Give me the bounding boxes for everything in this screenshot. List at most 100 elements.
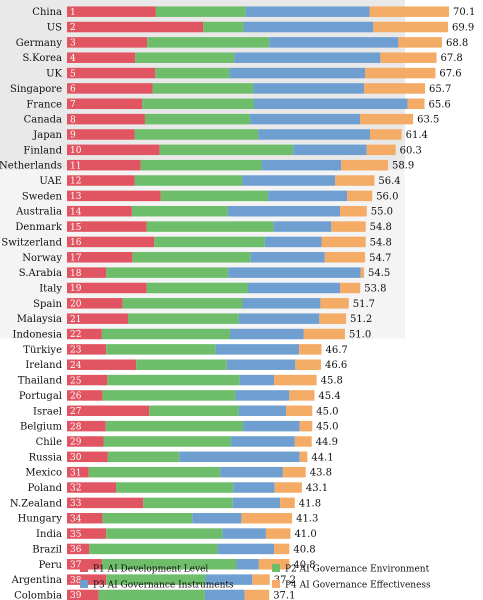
bar-segment-p3 — [243, 420, 300, 432]
bar-segment-p3 — [253, 98, 408, 110]
chart-row: Mexico 31 43.8 — [25, 466, 332, 479]
bar-segment-p1 — [67, 252, 133, 263]
chart-row: Hungary 34 41.3 — [18, 512, 318, 525]
country-label: N.Zealand — [10, 498, 63, 509]
rank-label: 38 — [70, 576, 82, 586]
bar-segment-p1 — [67, 589, 99, 600]
bar-segment-p4 — [241, 512, 293, 524]
bar-segment-p1 — [67, 313, 129, 324]
bar-segment-p4 — [244, 589, 270, 600]
bar-segment-p4 — [360, 113, 414, 125]
total-label: 43.1 — [306, 483, 328, 494]
bar-segment-p3 — [250, 113, 361, 125]
bar-segment-p4 — [274, 374, 317, 386]
total-label: 43.8 — [310, 468, 332, 479]
country-label: France — [26, 99, 62, 110]
bar-segment-p1 — [67, 52, 136, 63]
rank-label: 7 — [70, 100, 76, 110]
legend-swatch — [272, 580, 280, 588]
bar-segment-p3 — [243, 21, 374, 33]
country-label: Mexico — [25, 468, 62, 479]
legend-label: P2 AI Governance Environment — [285, 565, 430, 575]
bar-segment-p3 — [239, 374, 275, 386]
bar-segment-p4 — [274, 482, 302, 493]
chart-row: Canada 8 63.5 — [24, 113, 439, 126]
bar-segment-p1 — [67, 267, 107, 278]
bar-segment-p2 — [155, 67, 230, 79]
chart-row: Italy 19 53.8 — [39, 282, 386, 294]
country-label: Indonesia — [13, 330, 63, 341]
rank-label: 18 — [70, 269, 82, 279]
bar-segment-p1 — [67, 83, 153, 94]
total-label: 51.0 — [349, 330, 371, 341]
bar-segment-p2 — [106, 528, 223, 539]
rank-label: 28 — [70, 422, 82, 432]
bar-segment-p2 — [106, 267, 229, 278]
bar-segment-p4 — [370, 129, 402, 140]
bar-segment-p3 — [233, 482, 275, 493]
bar-segment-p2 — [155, 6, 246, 17]
bar-segment-p2 — [152, 83, 254, 94]
bar-segment-p3 — [234, 52, 381, 63]
bar-segment-p1 — [67, 144, 160, 156]
rank-label: 25 — [70, 376, 82, 386]
chart-row: Israel 27 45.0 — [33, 405, 339, 417]
bar-segment-p4 — [295, 359, 321, 370]
rank-label: 24 — [70, 361, 82, 371]
total-label: 54.8 — [370, 222, 392, 233]
bar-segment-p2 — [147, 37, 270, 48]
rank-label: 34 — [70, 514, 82, 524]
total-label: 41.8 — [299, 498, 321, 509]
chart-row: Türkiye 23 46.7 — [23, 344, 348, 356]
bar-segment-p3 — [253, 83, 365, 94]
country-label: Norway — [22, 253, 62, 264]
bar-segment-p2 — [140, 159, 262, 171]
rank-label: 31 — [70, 468, 81, 478]
total-label: 67.8 — [441, 53, 463, 64]
bar-segment-p1 — [67, 129, 135, 140]
bar-segment-p3 — [264, 236, 322, 248]
bar-segment-p4 — [398, 37, 442, 48]
bar-segment-p2 — [102, 390, 236, 401]
country-label: Argentina — [11, 575, 62, 586]
country-label: Brazil — [32, 544, 62, 555]
legend-swatch — [80, 564, 88, 572]
country-label: India — [36, 529, 62, 540]
bar-segment-p4 — [365, 67, 436, 79]
total-label: 41.3 — [296, 514, 318, 525]
bar-segment-p4 — [303, 328, 345, 340]
bar-segment-p4 — [331, 221, 366, 232]
legend-item-p4: P4 AI Governance Effectiveness — [272, 580, 431, 591]
bar-segment-p1 — [67, 374, 108, 386]
bar-segment-p4 — [265, 528, 291, 539]
country-label: Italy — [39, 283, 62, 294]
chart-row: India 35 41.0 — [36, 528, 317, 540]
chart-row: Norway 17 54.7 — [22, 252, 391, 264]
rank-label: 5 — [70, 69, 76, 79]
country-label: Hungary — [18, 514, 63, 525]
bar-segment-p1 — [67, 359, 137, 370]
bar-segment-p1 — [67, 466, 89, 478]
bar-segment-p4 — [347, 190, 373, 202]
bar-segment-p1 — [67, 420, 106, 432]
country-label: Finland — [23, 145, 62, 156]
bar-segment-p3 — [238, 313, 320, 324]
bar-segment-p1 — [67, 98, 143, 110]
bar-segment-p2 — [142, 98, 254, 110]
bar-segment-p2 — [144, 113, 251, 125]
bar-segment-p4 — [289, 390, 315, 401]
country-label: Denmark — [15, 222, 63, 233]
rank-label: 12 — [70, 177, 81, 187]
rank-label: 10 — [70, 146, 82, 156]
bar-segment-p4 — [320, 298, 349, 309]
bar-segment-p3 — [236, 559, 259, 570]
chart-row: Chile 29 44.9 — [36, 436, 338, 448]
total-label: 40.8 — [293, 544, 315, 555]
bar-segment-p3 — [261, 159, 342, 171]
bar-segment-p2 — [101, 559, 237, 570]
bar-segment-p2 — [143, 497, 233, 509]
bar-segment-p1 — [67, 390, 103, 401]
total-label: 53.8 — [364, 283, 386, 294]
chart-row: Sweden 13 56.0 — [22, 190, 398, 202]
